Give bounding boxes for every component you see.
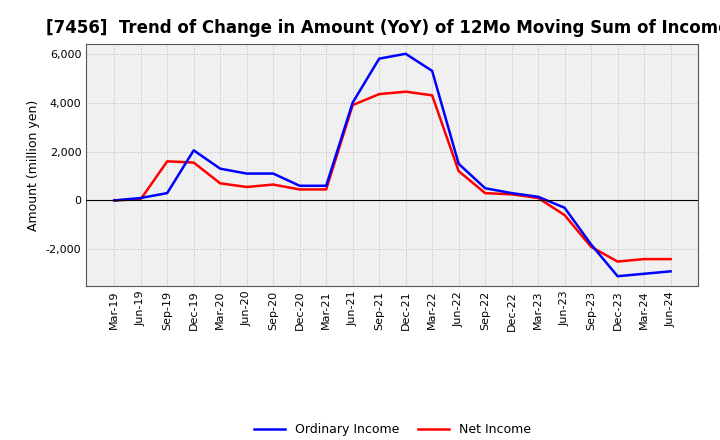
Net Income: [189, 160, 198, 165]
Net Income: [454, 169, 463, 174]
Ordinary Income: [322, 183, 330, 188]
Net Income: [322, 187, 330, 192]
Title: [7456]  Trend of Change in Amount (YoY) of 12Mo Moving Sum of Incomes: [7456] Trend of Change in Amount (YoY) o…: [45, 19, 720, 37]
Line: Net Income: Net Income: [114, 92, 670, 261]
Ordinary Income: [666, 269, 675, 274]
Net Income: [534, 195, 542, 201]
Ordinary Income: [613, 274, 622, 279]
Net Income: [666, 257, 675, 262]
Ordinary Income: [110, 198, 119, 203]
Net Income: [348, 103, 357, 108]
Net Income: [508, 192, 516, 197]
Net Income: [136, 197, 145, 202]
Net Income: [243, 184, 251, 190]
Net Income: [401, 89, 410, 94]
Ordinary Income: [348, 100, 357, 105]
Ordinary Income: [401, 51, 410, 56]
Ordinary Income: [587, 242, 595, 247]
Net Income: [375, 92, 384, 97]
Ordinary Income: [428, 68, 436, 73]
Ordinary Income: [560, 205, 569, 210]
Net Income: [110, 198, 119, 203]
Line: Ordinary Income: Ordinary Income: [114, 54, 670, 276]
Net Income: [560, 213, 569, 218]
Legend: Ordinary Income, Net Income: Ordinary Income, Net Income: [248, 418, 536, 440]
Ordinary Income: [481, 186, 490, 191]
Ordinary Income: [189, 148, 198, 153]
Ordinary Income: [216, 166, 225, 171]
Net Income: [613, 259, 622, 264]
Ordinary Income: [640, 271, 649, 276]
Net Income: [640, 257, 649, 262]
Net Income: [295, 187, 304, 192]
Ordinary Income: [163, 191, 171, 196]
Net Income: [163, 159, 171, 164]
Y-axis label: Amount (million yen): Amount (million yen): [27, 99, 40, 231]
Ordinary Income: [269, 171, 277, 176]
Net Income: [216, 181, 225, 186]
Ordinary Income: [534, 194, 542, 199]
Net Income: [481, 191, 490, 196]
Net Income: [587, 244, 595, 249]
Net Income: [428, 93, 436, 98]
Ordinary Income: [136, 195, 145, 201]
Ordinary Income: [243, 171, 251, 176]
Ordinary Income: [454, 161, 463, 166]
Ordinary Income: [295, 183, 304, 188]
Net Income: [269, 182, 277, 187]
Ordinary Income: [508, 191, 516, 196]
Ordinary Income: [375, 56, 384, 61]
